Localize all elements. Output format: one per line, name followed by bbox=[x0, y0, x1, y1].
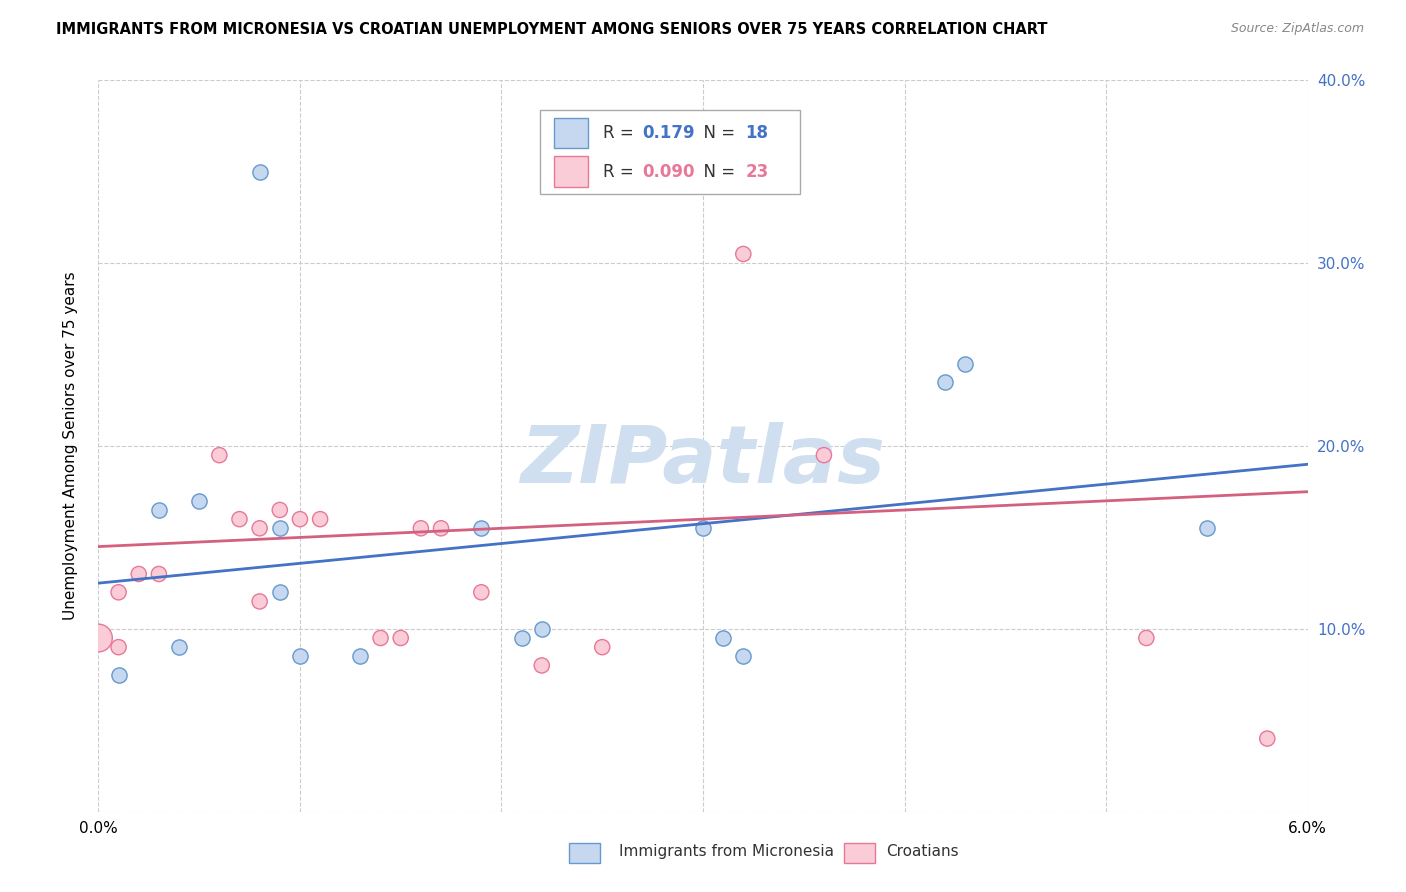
Point bbox=[249, 521, 271, 535]
Point bbox=[107, 640, 129, 655]
Point bbox=[711, 631, 734, 645]
Point bbox=[409, 521, 432, 535]
Point bbox=[309, 512, 332, 526]
Point bbox=[470, 521, 492, 535]
Text: 0.179: 0.179 bbox=[643, 124, 695, 142]
Point bbox=[692, 521, 714, 535]
Point bbox=[148, 503, 170, 517]
Point bbox=[228, 512, 250, 526]
Point bbox=[470, 585, 492, 599]
Point bbox=[249, 594, 271, 608]
FancyBboxPatch shape bbox=[554, 118, 588, 148]
Point bbox=[107, 585, 129, 599]
Point bbox=[107, 667, 129, 681]
Point bbox=[510, 631, 533, 645]
Point bbox=[370, 631, 392, 645]
Point bbox=[288, 649, 311, 664]
Text: N =: N = bbox=[693, 162, 741, 181]
Point bbox=[430, 521, 453, 535]
Point bbox=[167, 640, 190, 655]
Point bbox=[813, 448, 835, 462]
Point bbox=[87, 631, 110, 645]
Point bbox=[249, 164, 271, 178]
FancyBboxPatch shape bbox=[540, 110, 800, 194]
Text: ZIPatlas: ZIPatlas bbox=[520, 422, 886, 500]
Point bbox=[349, 649, 371, 664]
Text: 18: 18 bbox=[745, 124, 768, 142]
Point bbox=[733, 247, 755, 261]
Point bbox=[269, 521, 291, 535]
Text: 23: 23 bbox=[745, 162, 769, 181]
Point bbox=[148, 567, 170, 582]
Point bbox=[934, 375, 956, 389]
Point bbox=[269, 503, 291, 517]
Point bbox=[733, 649, 755, 664]
Text: Source: ZipAtlas.com: Source: ZipAtlas.com bbox=[1230, 22, 1364, 36]
Point bbox=[591, 640, 613, 655]
Point bbox=[1256, 731, 1278, 746]
Point bbox=[953, 357, 976, 371]
Text: R =: R = bbox=[603, 124, 638, 142]
FancyBboxPatch shape bbox=[554, 156, 588, 187]
Point bbox=[288, 512, 311, 526]
Point bbox=[530, 658, 553, 673]
Text: IMMIGRANTS FROM MICRONESIA VS CROATIAN UNEMPLOYMENT AMONG SENIORS OVER 75 YEARS : IMMIGRANTS FROM MICRONESIA VS CROATIAN U… bbox=[56, 22, 1047, 37]
Point bbox=[269, 585, 291, 599]
Text: N =: N = bbox=[693, 124, 741, 142]
Text: 0.090: 0.090 bbox=[643, 162, 695, 181]
Y-axis label: Unemployment Among Seniors over 75 years: Unemployment Among Seniors over 75 years bbox=[63, 272, 77, 620]
Text: Croatians: Croatians bbox=[886, 845, 959, 859]
Point bbox=[128, 567, 150, 582]
Point bbox=[389, 631, 412, 645]
Point bbox=[188, 494, 211, 508]
Point bbox=[1195, 521, 1218, 535]
Point bbox=[1135, 631, 1157, 645]
Point bbox=[530, 622, 553, 636]
Text: Immigrants from Micronesia: Immigrants from Micronesia bbox=[619, 845, 834, 859]
Point bbox=[208, 448, 231, 462]
Text: R =: R = bbox=[603, 162, 638, 181]
